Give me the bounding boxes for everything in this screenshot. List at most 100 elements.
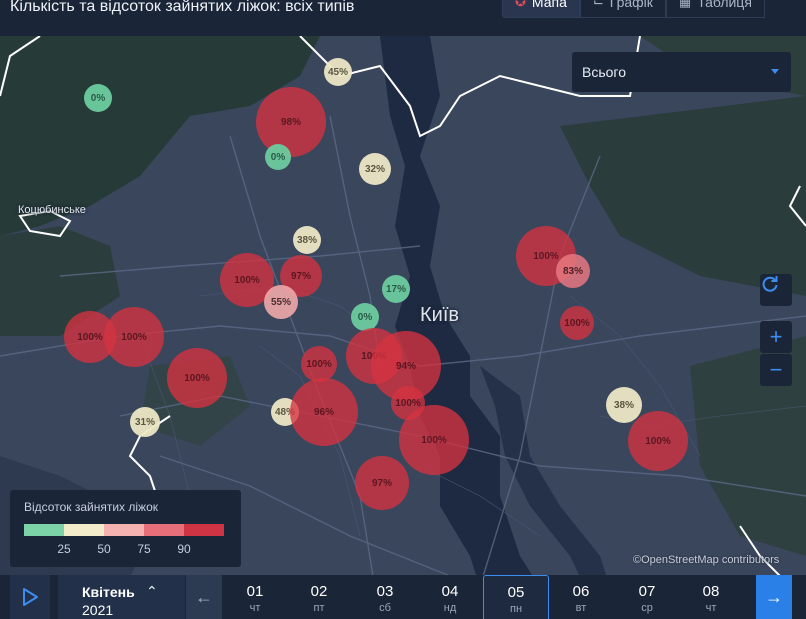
marker-label: 38% [613, 399, 634, 411]
map-marker[interactable]: 96% [290, 378, 358, 446]
marker-label: 100% [645, 435, 671, 447]
timeline-bar: Квітень 2021 ⌃ ← 01 чт 02 пт 03 сб 04 нд 05 п… [0, 575, 806, 619]
marker-label: 100% [533, 250, 559, 262]
marker-label: 0% [270, 151, 286, 163]
year-label: 2021 [82, 602, 114, 618]
map-marker[interactable]: 17% [382, 275, 410, 303]
day-weekday: нд [443, 602, 457, 614]
day-item[interactable]: 04 нд [417, 575, 483, 619]
day-number: 02 [310, 583, 328, 600]
legend-ticks: 25 50 75 90 [24, 542, 224, 556]
marker-label: 94% [395, 360, 416, 372]
map-marker[interactable]: 45% [324, 58, 352, 86]
tab-chart-label: Графік [609, 0, 653, 10]
map-marker[interactable]: 0% [84, 84, 112, 112]
arrow-left-icon: ← [195, 586, 213, 607]
tab-map[interactable]: ✪ Мапа [502, 0, 580, 18]
map-marker[interactable]: 100% [560, 306, 594, 340]
play-button[interactable] [10, 575, 50, 619]
map-icon: ✪ [515, 0, 526, 9]
day-weekday: сб [379, 602, 391, 614]
day-item[interactable]: 08 чт [678, 575, 744, 619]
day-item[interactable]: 01 чт [222, 575, 288, 619]
zoom-out-button[interactable]: − [760, 354, 792, 386]
day-list: 01 чт 02 пт 03 сб 04 нд 05 пн 06 вт 07 ср 08 чт [222, 575, 756, 619]
table-icon: ▦ [678, 0, 692, 9]
city-label: Київ [420, 304, 460, 326]
day-weekday: вт [575, 602, 587, 614]
region-select[interactable]: Всього [572, 52, 791, 92]
marker-label: 55% [270, 296, 291, 308]
map-marker[interactable]: 38% [293, 226, 321, 254]
marker-label: 31% [134, 416, 155, 428]
region-select-value: Всього [582, 64, 627, 80]
day-item[interactable]: 05 пн [483, 575, 549, 619]
marker-label: 96% [313, 406, 334, 418]
map-marker[interactable]: 55% [264, 285, 298, 319]
day-item[interactable]: 07 ср [614, 575, 680, 619]
map-marker[interactable]: 98% [256, 87, 326, 157]
map-marker[interactable]: 100% [399, 405, 469, 475]
page-title: Кількість та відсоток зайнятих ліжок: вс… [10, 0, 355, 15]
day-item[interactable]: 06 вт [548, 575, 614, 619]
refresh-button[interactable] [760, 274, 792, 306]
map-marker[interactable]: 100% [104, 307, 164, 367]
map-marker[interactable]: 100% [301, 346, 337, 382]
map-marker[interactable]: 0% [351, 303, 379, 331]
marker-label: 100% [77, 331, 103, 343]
next-day-button[interactable]: → [756, 575, 792, 619]
map-marker[interactable]: 83% [556, 254, 590, 288]
map-marker[interactable]: 100% [167, 348, 227, 408]
legend-swatch [24, 524, 64, 536]
legend-tick: 50 [97, 542, 111, 556]
town-label: Коцюбинське [18, 204, 86, 216]
map-marker[interactable]: 38% [606, 387, 642, 423]
month-selector[interactable]: Квітень 2021 ⌃ [58, 575, 185, 619]
map-marker[interactable]: 100% [628, 411, 688, 471]
marker-label: 100% [184, 372, 210, 384]
marker-label: 100% [234, 274, 260, 286]
marker-label: 98% [280, 116, 301, 128]
day-weekday: ср [641, 602, 653, 614]
day-number: 06 [572, 583, 590, 600]
line-chart-icon: ⌙ [592, 0, 604, 9]
zoom-in-button[interactable]: + [760, 321, 792, 353]
legend: Відсоток зайнятих ліжок 25 50 75 90 [10, 490, 241, 567]
tab-chart[interactable]: ⌙ Графік [579, 0, 666, 18]
map-marker[interactable]: 32% [359, 153, 391, 185]
marker-label: 83% [562, 265, 583, 277]
day-number: 03 [376, 583, 394, 600]
map-marker[interactable]: 31% [130, 407, 160, 437]
legend-tick: 75 [137, 542, 151, 556]
day-weekday: чт [705, 602, 717, 614]
marker-label: 97% [371, 477, 392, 489]
map[interactable]: Київ Коцюбинське 45% 0% 98% 0% 32% 38% 1… [0, 36, 806, 619]
legend-swatch [184, 524, 224, 536]
chevron-down-icon [771, 69, 779, 74]
day-item[interactable]: 03 сб [352, 575, 418, 619]
tab-table[interactable]: ▦ Таблиця [665, 0, 765, 18]
marker-label: 45% [327, 66, 348, 78]
chevron-up-icon: ⌃ [146, 583, 158, 599]
day-weekday: пн [509, 603, 523, 615]
map-marker[interactable]: 0% [265, 144, 291, 170]
day-weekday: чт [249, 602, 261, 614]
marker-label: 48% [274, 406, 295, 418]
legend-swatch [144, 524, 184, 536]
marker-label: 100% [121, 331, 147, 343]
map-attribution[interactable]: ©OpenStreetMap contributors [633, 554, 780, 566]
day-number: 04 [441, 583, 459, 600]
day-item[interactable]: 02 пт [286, 575, 352, 619]
map-marker[interactable]: 97% [355, 456, 409, 510]
marker-label: 100% [306, 358, 332, 370]
legend-swatch [64, 524, 104, 536]
day-number: 08 [702, 583, 720, 600]
day-number: 01 [246, 583, 264, 600]
legend-swatch [104, 524, 144, 536]
prev-day-button[interactable]: ← [186, 575, 222, 619]
legend-color-scale [24, 524, 224, 536]
day-number: 05 [507, 584, 525, 601]
marker-label: 0% [90, 92, 106, 104]
marker-label: 32% [364, 163, 385, 175]
legend-title: Відсоток зайнятих ліжок [24, 500, 158, 514]
